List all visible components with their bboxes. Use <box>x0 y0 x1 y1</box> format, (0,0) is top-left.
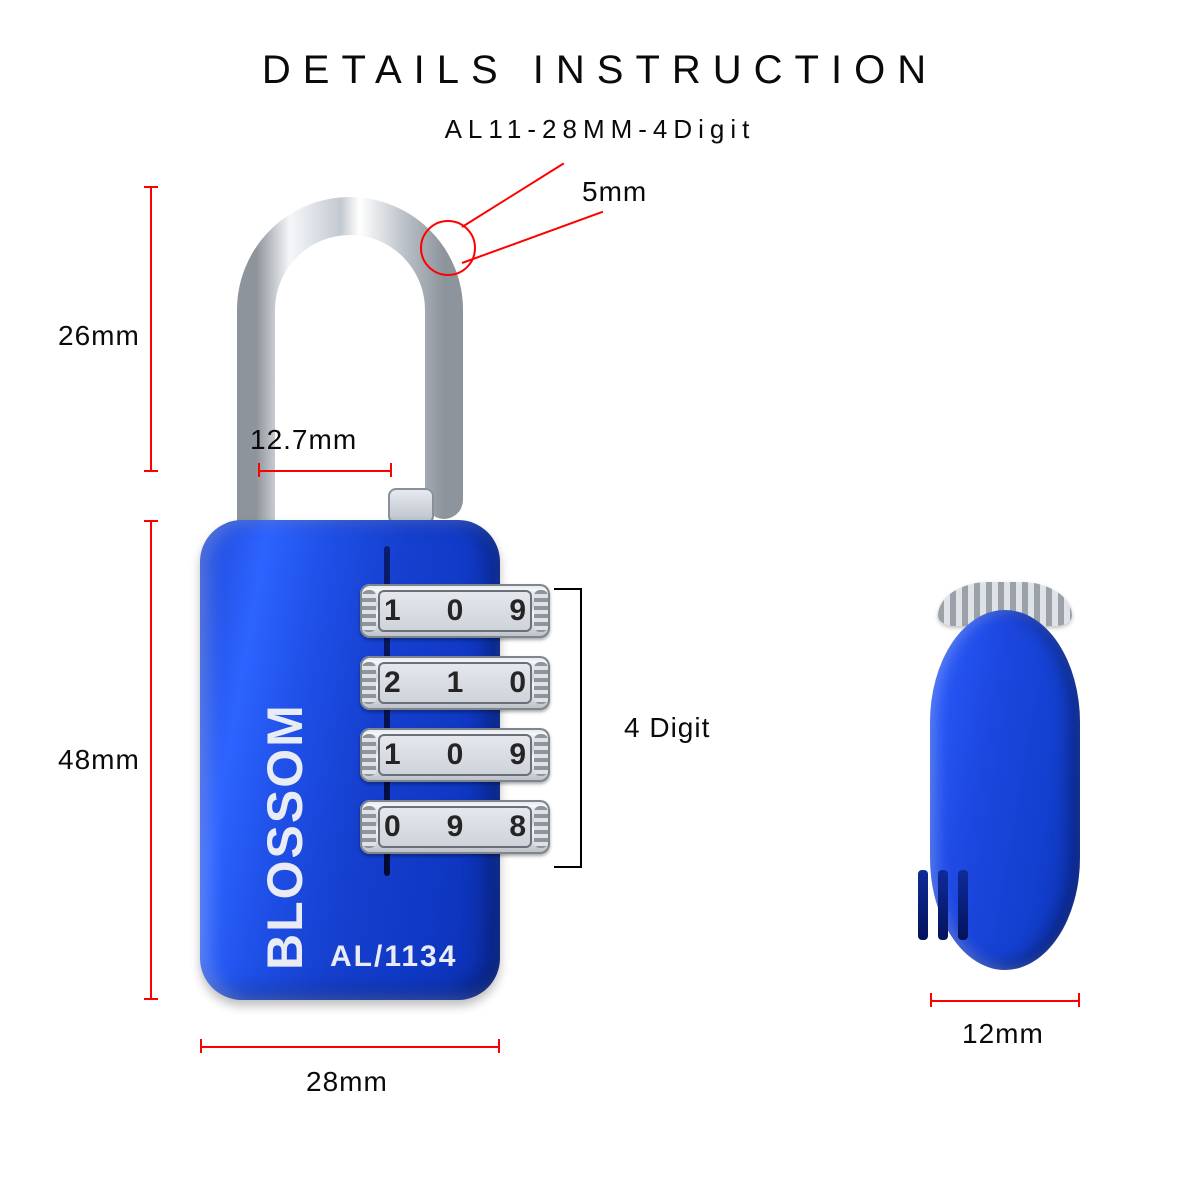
dim-cap <box>930 993 932 1007</box>
dim-cap <box>144 186 158 188</box>
model-text: AL/1134 <box>330 940 457 974</box>
dial-3: 1 0 9 <box>360 728 550 782</box>
dial-1-d1: 0 <box>447 594 464 628</box>
dial-2: 2 1 0 <box>360 656 550 710</box>
dim-cap <box>390 463 392 477</box>
dial-4-d1: 9 <box>447 810 464 844</box>
dim-body-width-label: 28mm <box>306 1066 388 1098</box>
dial-2-d0: 2 <box>384 666 401 700</box>
dim-side-thickness-line <box>930 1000 1080 1002</box>
dim-shackle-dia-label: 5mm <box>582 176 647 208</box>
dial-3-d0: 1 <box>384 738 401 772</box>
dial-1-face: 1 0 9 <box>378 590 532 632</box>
dial-1-d0: 1 <box>384 594 401 628</box>
digit-bracket-bottom <box>554 866 580 868</box>
dim-shackle-height-line <box>150 186 152 472</box>
dial-4-d2: 8 <box>509 810 526 844</box>
digit-bracket-v <box>580 588 582 868</box>
dim-cap <box>144 470 158 472</box>
infographic-stage: { "header": { "title": "DETAILS INSTRUCT… <box>0 0 1200 1200</box>
brand-text: BLOSSOM <box>256 703 314 970</box>
dim-cap <box>144 520 158 522</box>
dim-side-thickness-label: 12mm <box>962 1018 1044 1050</box>
digit-bracket-label: 4 Digit <box>624 712 710 744</box>
dial-2-d2: 0 <box>509 666 526 700</box>
dial-3-d2: 9 <box>509 738 526 772</box>
dim-cap <box>1078 993 1080 1007</box>
dim-inner-width-line <box>258 470 392 472</box>
dial-2-d1: 1 <box>447 666 464 700</box>
dim-cap <box>144 998 158 1000</box>
dim-shackle-height-label: 26mm <box>58 320 140 352</box>
dial-4-d0: 0 <box>384 810 401 844</box>
dial-3-face: 1 0 9 <box>378 734 532 776</box>
dial-1-d2: 9 <box>509 594 526 628</box>
dial-4-face: 0 9 8 <box>378 806 532 848</box>
dim-shackle-dia-ring <box>420 220 476 276</box>
page-title: DETAILS INSTRUCTION <box>0 48 1200 93</box>
side-dial-slits <box>918 870 968 940</box>
dial-4: 0 9 8 <box>360 800 550 854</box>
digit-bracket-top <box>554 588 580 590</box>
dim-cap <box>258 463 260 477</box>
dial-2-face: 2 1 0 <box>378 662 532 704</box>
page-subtitle: AL11-28MM-4Digit <box>0 114 1200 145</box>
dim-body-width-line <box>200 1046 500 1048</box>
dial-3-d1: 0 <box>447 738 464 772</box>
dim-cap <box>200 1039 202 1053</box>
dial-1: 1 0 9 <box>360 584 550 638</box>
dim-inner-width-label: 12.7mm <box>250 424 357 456</box>
dim-body-height-line <box>150 520 152 1000</box>
dim-cap <box>498 1039 500 1053</box>
shackle-stem <box>388 488 434 524</box>
dim-body-height-label: 48mm <box>58 744 140 776</box>
